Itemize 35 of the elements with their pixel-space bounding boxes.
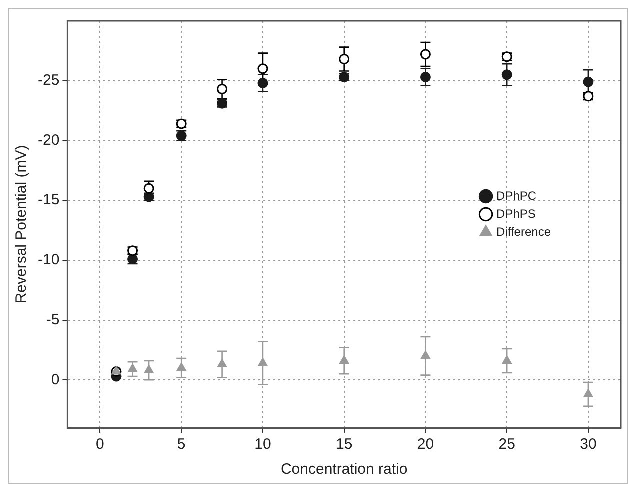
y-tick-label: 0 (51, 371, 60, 388)
point (218, 359, 227, 368)
x-tick-label: 15 (336, 436, 353, 454)
y-tick-label: -15 (38, 192, 60, 209)
legend-label: DPhPC (496, 188, 537, 203)
point (421, 350, 430, 360)
point (258, 78, 268, 88)
legend-label: Difference (496, 224, 552, 239)
point (583, 76, 594, 88)
y-tick-label: -20 (38, 132, 60, 149)
x-axis-title: Concentration ratio (280, 461, 408, 478)
point (502, 356, 512, 364)
point (584, 389, 594, 398)
y-axis-title: Reversal Potential (mV) (13, 145, 30, 304)
y-tick-label: -10 (38, 252, 60, 269)
x-tick-label: 10 (254, 436, 272, 454)
x-tick-label: 25 (498, 436, 516, 454)
point (217, 84, 228, 94)
y-tick-label: -25 (38, 72, 60, 89)
y-tick-label: -5 (46, 311, 60, 328)
point (340, 356, 349, 364)
point (144, 365, 154, 374)
point (176, 362, 186, 372)
point (339, 54, 350, 65)
point (502, 70, 512, 80)
point (258, 64, 268, 74)
x-tick-label: 0 (96, 436, 104, 454)
point (420, 49, 431, 60)
legend-label: DPhPS (496, 206, 536, 221)
x-tick-label: 30 (580, 436, 597, 454)
x-tick-label: 20 (417, 436, 434, 454)
x-tick-label: 5 (177, 436, 186, 454)
point (258, 358, 268, 366)
point (420, 72, 431, 83)
point (128, 364, 138, 372)
